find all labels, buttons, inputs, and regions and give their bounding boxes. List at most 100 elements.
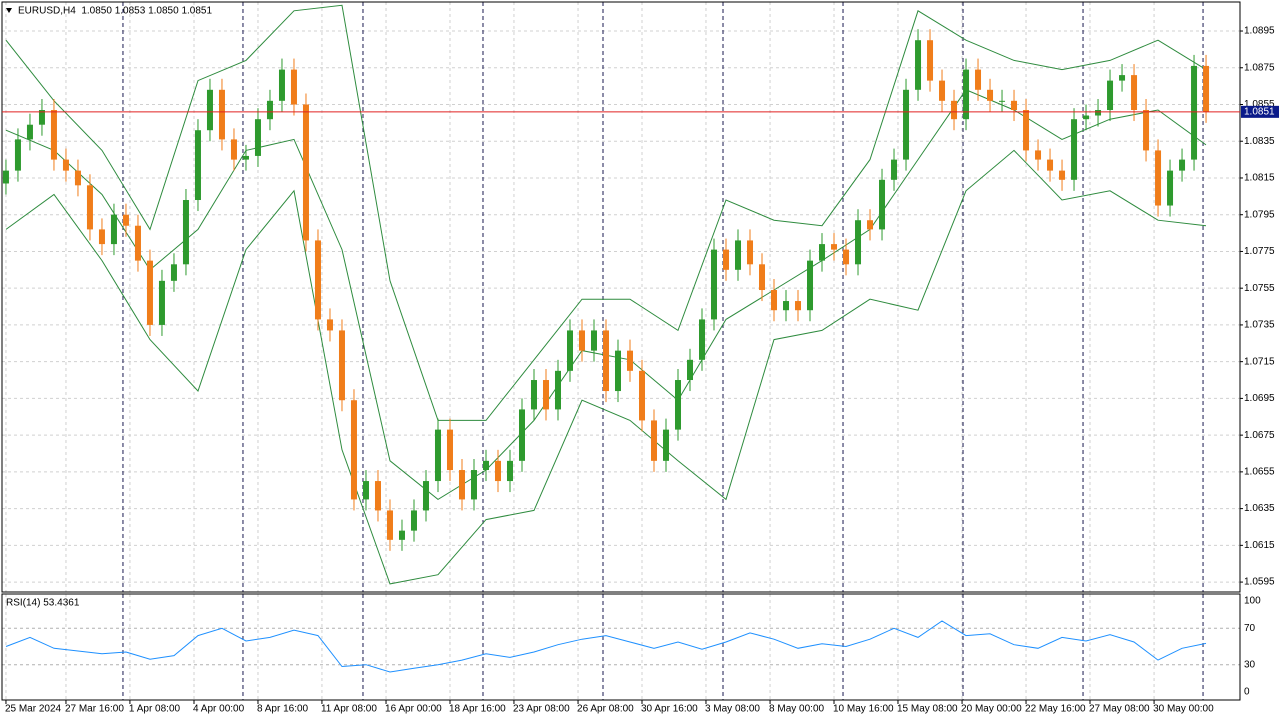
x-tick-label: 8 May 00:00 [769, 704, 824, 715]
candle-body [915, 40, 922, 90]
rsi-tick-label: 70 [1244, 623, 1256, 634]
candle-body [38, 110, 45, 125]
candle-body [374, 481, 381, 511]
candle-body [795, 301, 802, 311]
x-tick-label: 22 May 16:00 [1025, 704, 1086, 715]
candle-body [74, 170, 81, 186]
bollinger-upper [5, 4, 1207, 421]
candle-body [1047, 159, 1054, 171]
candle-body [434, 429, 441, 482]
rsi-panel-border [1, 593, 1241, 701]
y-tick-label: 1.0755 [1244, 283, 1275, 294]
candle-body [855, 220, 862, 265]
candle-body [458, 470, 465, 500]
candle-body [1131, 75, 1138, 111]
x-tick-label: 30 May 00:00 [1153, 704, 1214, 715]
candle-body [687, 359, 694, 381]
y-tick-label: 1.0675 [1244, 430, 1275, 441]
rsi-tick-label: 30 [1244, 659, 1256, 670]
candle-body [639, 370, 646, 421]
candle-body [759, 264, 766, 291]
candle-body [951, 100, 958, 120]
x-tick-label: 18 Apr 16:00 [449, 704, 506, 715]
candle-body [14, 139, 21, 171]
candle-body [1035, 150, 1042, 160]
x-tick-label: 27 May 08:00 [1089, 704, 1150, 715]
candle-body [230, 139, 237, 160]
candle-body [663, 429, 670, 461]
candle-body [879, 179, 886, 230]
symbol-menu-icon[interactable] [6, 8, 12, 13]
y-tick-label: 1.0735 [1244, 320, 1275, 331]
candle-body [122, 214, 129, 226]
candle-body [843, 249, 850, 265]
candle-body [50, 110, 57, 160]
candle-body [867, 220, 874, 230]
candle-body [182, 200, 189, 265]
candle-body [554, 370, 561, 410]
candle-body [266, 100, 273, 120]
candle-body [735, 240, 742, 270]
candle-body [578, 330, 585, 351]
x-tick-label: 27 Mar 16:00 [65, 704, 124, 715]
rsi-line [5, 620, 1207, 673]
last-price-label: 1.0851 [1244, 106, 1275, 117]
x-tick-label: 16 Apr 00:00 [385, 704, 442, 715]
candle-body [542, 380, 549, 410]
candle-body [807, 260, 814, 311]
candle-body [1083, 115, 1090, 120]
y-tick-label: 1.0895 [1244, 26, 1275, 37]
candle-body [470, 470, 477, 500]
x-tick-label: 20 May 00:00 [961, 704, 1022, 715]
candle-body [158, 280, 165, 325]
candle-body [530, 380, 537, 410]
x-tick-label: 30 Apr 16:00 [641, 704, 698, 715]
candle-body [26, 124, 33, 140]
candle-body [218, 89, 225, 140]
candle-body [62, 159, 69, 171]
candle-body [446, 429, 453, 471]
y-tick-label: 1.0655 [1244, 467, 1275, 478]
bollinger-lower [5, 149, 1207, 585]
candle-body [891, 159, 898, 180]
y-tick-label: 1.0815 [1244, 173, 1275, 184]
x-tick-label: 11 Apr 08:00 [321, 704, 377, 715]
candle-body [254, 119, 261, 156]
y-tick-label: 1.0715 [1244, 356, 1275, 367]
grid-layer [2, 2, 1240, 700]
marks-layer [2, 4, 1210, 673]
x-tick-label: 15 May 08:00 [897, 704, 958, 715]
x-tick-label: 25 Mar 2024 [5, 704, 62, 715]
rsi-title: RSI(14) 53.4361 [6, 598, 80, 609]
candle-body [170, 264, 177, 281]
x-tick-label: 3 May 08:00 [705, 704, 760, 715]
candle-body [819, 244, 826, 261]
candle-body [614, 350, 621, 392]
candle-body [98, 229, 105, 245]
candle-body [494, 460, 501, 482]
candle-body [314, 240, 321, 320]
candle-body [1095, 110, 1102, 116]
y-tick-label: 1.0695 [1244, 393, 1275, 404]
candle-body [651, 420, 658, 461]
y-tick-label: 1.0775 [1244, 246, 1275, 257]
candle-body [1071, 119, 1078, 180]
candle-body [146, 260, 153, 325]
candle-body [590, 330, 597, 351]
candle-body [1107, 80, 1114, 111]
candle-body [711, 249, 718, 320]
candle-body [1023, 110, 1030, 151]
candle-body [206, 89, 213, 131]
candle-body [1179, 159, 1186, 171]
y-tick-label: 1.0595 [1244, 577, 1275, 588]
main-panel-border [1, 1, 1241, 593]
candle-body [1119, 75, 1126, 81]
candle-body [350, 400, 357, 500]
candle-body [326, 319, 333, 331]
candle-body [242, 155, 249, 160]
candle-body [675, 380, 682, 430]
rsi-tick-label: 100 [1244, 596, 1261, 607]
candle-body [1011, 100, 1018, 111]
candle-body [566, 330, 573, 371]
